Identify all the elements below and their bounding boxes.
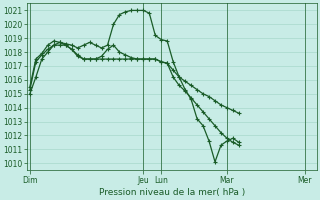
X-axis label: Pression niveau de la mer( hPa ): Pression niveau de la mer( hPa )	[99, 188, 245, 197]
